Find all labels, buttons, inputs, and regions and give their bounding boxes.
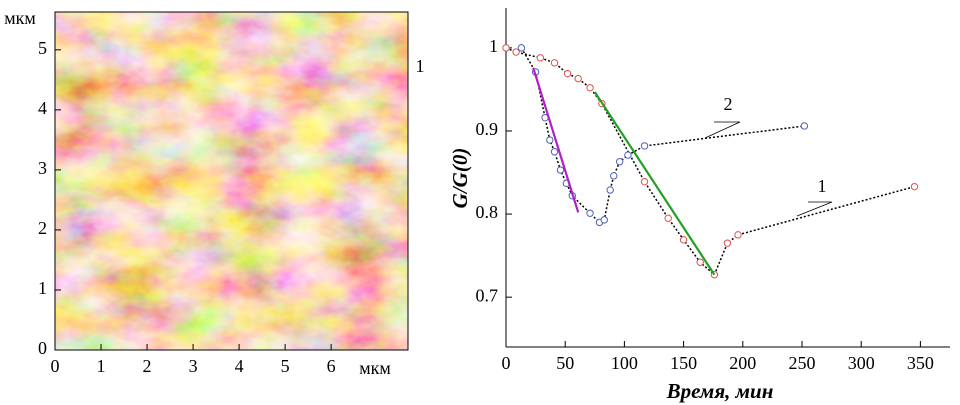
x-tick-label: 350 (907, 353, 934, 373)
x-tick-label: 100 (611, 353, 638, 373)
x-tick-label: 5 (281, 356, 290, 376)
data-point (800, 122, 809, 130)
data-point (574, 74, 582, 83)
x-tick-label: 1 (97, 356, 106, 376)
data-point (563, 69, 572, 78)
data-point (624, 151, 632, 159)
y-tick-label: 2 (38, 218, 47, 238)
x-axis-label: мкм (359, 358, 391, 378)
y-axis-label: мкм (4, 8, 36, 28)
data-point (546, 136, 554, 144)
x-tick-label: 6 (327, 356, 336, 376)
data-point (600, 216, 608, 224)
afm-image (55, 12, 408, 350)
y-axis-title: G/G(0) (448, 148, 472, 209)
x-tick-label: 3 (189, 356, 198, 376)
x-tick-label: 2 (143, 356, 152, 376)
data-point (550, 59, 559, 67)
x-tick-label: 200 (729, 353, 756, 373)
curve-label: 2 (724, 94, 733, 114)
y-tick-label: 0.8 (476, 202, 499, 222)
annotation: 1 (416, 56, 425, 76)
x-tick-label: 300 (848, 353, 875, 373)
x-tick-label: 50 (556, 353, 574, 373)
data-point (536, 54, 545, 62)
y-tick-label: 4 (38, 98, 47, 118)
data-point (550, 148, 559, 156)
leader-line (704, 121, 741, 139)
data-point (517, 44, 526, 52)
data-point (512, 48, 520, 56)
leader-line (796, 201, 833, 217)
data-point (723, 239, 732, 247)
y-tick-label: 1 (38, 278, 47, 298)
data-point (615, 158, 624, 166)
y-tick-label: 0.7 (476, 285, 499, 305)
series-line (505, 47, 915, 276)
data-point (586, 209, 594, 217)
series-line (593, 91, 716, 276)
data-point (586, 84, 594, 92)
y-tick-label: 0.9 (476, 119, 499, 139)
series-line (532, 67, 580, 213)
data-point (640, 142, 649, 150)
data-point (910, 182, 919, 191)
x-tick-label: 150 (670, 353, 697, 373)
x-axis-title: Время, мин (666, 379, 774, 403)
data-point (679, 236, 688, 244)
x-tick-label: 4 (235, 356, 244, 376)
image-frame (54, 11, 409, 351)
data-point (734, 231, 742, 239)
data-point (640, 177, 649, 186)
x-tick-label: 250 (789, 353, 816, 373)
data-point (606, 186, 614, 194)
curve-label: 1 (818, 176, 827, 196)
y-tick-label: 5 (38, 38, 47, 58)
y-tick-label: 1 (489, 36, 498, 56)
data-point (556, 166, 565, 174)
data-point (502, 44, 510, 52)
data-point (696, 258, 704, 266)
y-tick-label: 0 (38, 338, 47, 358)
x-tick-label: 0 (502, 353, 511, 373)
y-tick-label: 3 (38, 158, 47, 178)
x-tick-label: 0 (51, 356, 60, 376)
data-point (664, 214, 672, 222)
data-point (610, 172, 618, 180)
